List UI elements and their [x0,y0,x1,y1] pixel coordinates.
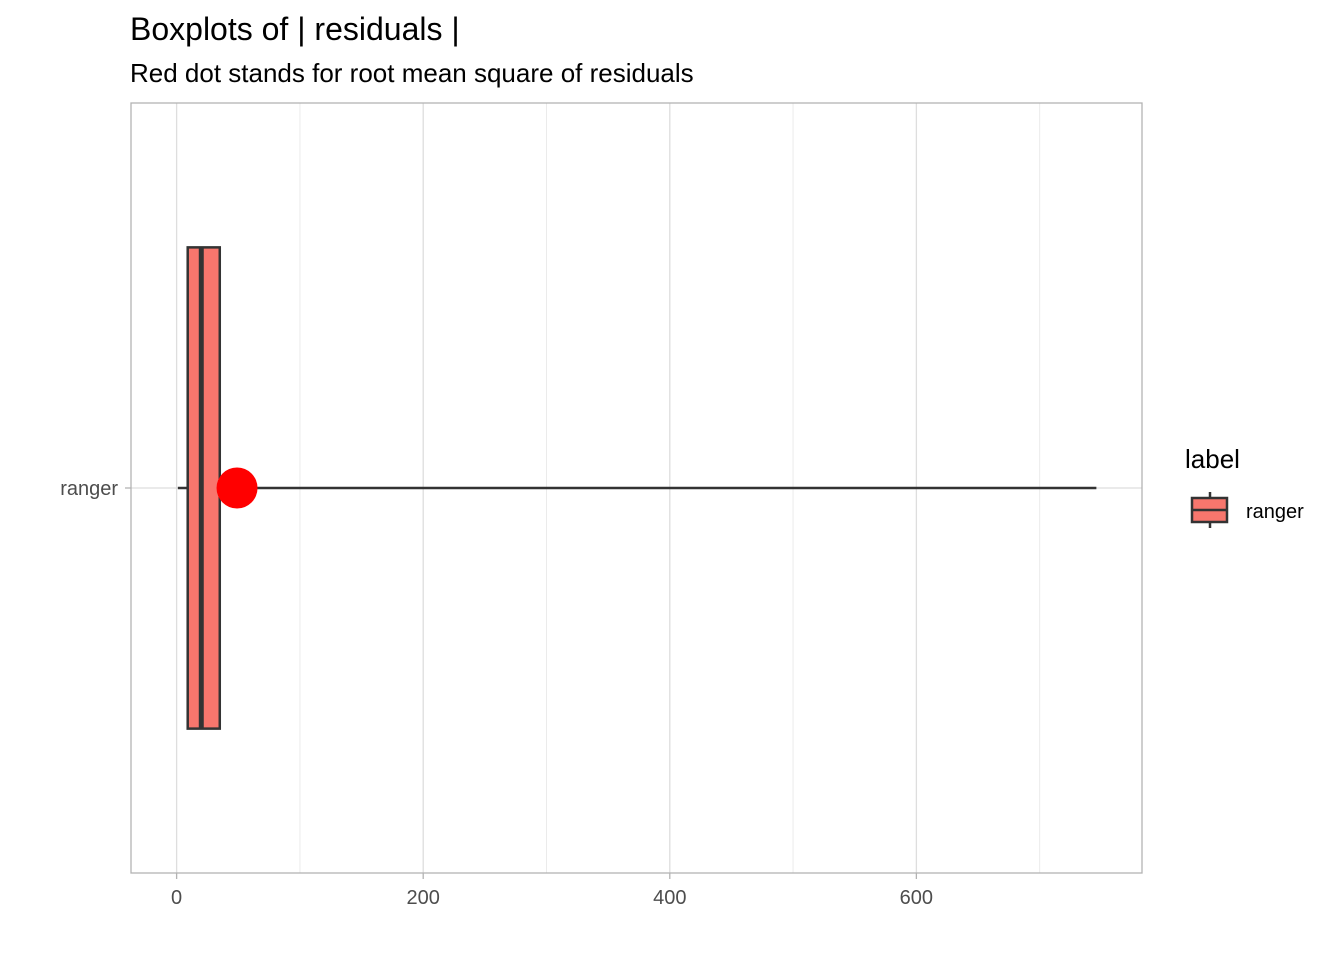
y-tick-label: ranger [60,478,118,500]
chart-title: Boxplots of | residuals | [130,11,460,47]
legend-label: ranger [1246,501,1304,523]
legend: label ranger [1185,444,1304,528]
plot-panel [130,102,1143,874]
chart-subtitle: Red dot stands for root mean square of r… [130,58,694,88]
x-axis: 0 200 400 600 [171,873,933,909]
y-axis: ranger [60,478,131,500]
legend-title: label [1185,444,1240,474]
rmse-point [216,467,258,509]
boxplot-marks [177,246,1097,730]
x-tick-label: 0 [171,887,182,909]
legend-items: ranger [1190,492,1304,528]
x-tick-label: 600 [900,887,933,909]
x-tick-label: 200 [407,887,440,909]
x-tick-label: 400 [653,887,686,909]
